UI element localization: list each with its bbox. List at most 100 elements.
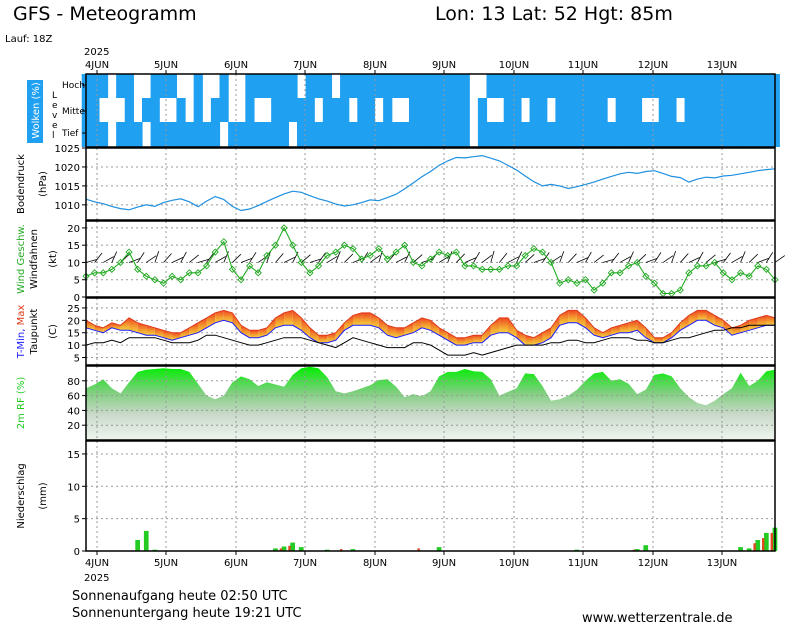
wind-barb [197, 258, 210, 263]
cloud-cell-hoch [288, 74, 298, 98]
wind-speed-point [564, 276, 572, 284]
temp-ytick-label-0: 5 [74, 354, 80, 365]
cloud-cell-tief [374, 122, 384, 147]
temp-ylabel2: Taupunkt [29, 309, 40, 356]
precip-conv-bar [340, 549, 343, 551]
wind-speed-point [719, 269, 727, 277]
wind-speed-point [547, 258, 555, 267]
cloud-cell-hoch [357, 74, 367, 98]
tmax-line [85, 309, 776, 339]
wind-barb [438, 255, 450, 263]
temp-band-segment [628, 320, 638, 333]
pressure-yunit: (hPa) [38, 171, 49, 197]
cloud-cell-mittel [434, 98, 445, 122]
cloud-cell-tief [736, 122, 746, 147]
x-tick-label-top-6: 10JUN [499, 60, 529, 71]
cloud-cell-tief [90, 122, 100, 147]
wind-speed-point [478, 265, 486, 274]
temp-band-segment [301, 317, 310, 338]
wind-ytick-label-4: 20 [67, 224, 80, 235]
temp-band-segment [766, 315, 775, 326]
cloud-cell-tief [279, 122, 289, 147]
cloud-cell-mittel [383, 98, 393, 122]
cloud-cell-tief [555, 122, 565, 147]
wind-barb [180, 251, 187, 263]
wind-speed-point [745, 272, 753, 280]
cloud-cell-tief [383, 122, 393, 147]
cloud-cell-mittel [271, 98, 281, 122]
cloud-cell-mittel [90, 98, 100, 122]
cloud-cell-tief [322, 122, 333, 147]
precip-conv-bar [288, 545, 291, 551]
temp-band-segment [568, 310, 577, 323]
wind-speed-point [297, 258, 305, 267]
cloud-cell-mittel [727, 98, 737, 122]
cloud-cell-tief [434, 122, 445, 147]
x-tick-label-top-3: 7JUN [293, 60, 317, 71]
wind-speed-point [237, 276, 245, 284]
cloud-level-letter-3: e [52, 121, 58, 131]
cloud-cell-mittel [719, 98, 729, 122]
temp-band-segment [551, 315, 560, 338]
temp-band-segment [663, 332, 672, 343]
site-url: www.wetterzentrale.de [582, 611, 732, 625]
cloud-cell-tief [744, 122, 755, 147]
run-label: Lauf: 18Z [5, 34, 52, 45]
wind-speed-point [177, 276, 185, 284]
cloud-cell-hoch [245, 74, 255, 98]
temp-frame [85, 297, 776, 366]
year-bottom: 2025 [84, 573, 109, 584]
precip-bar [755, 540, 761, 551]
cloud-cell-tief [185, 122, 195, 147]
cloud-cell-hoch [512, 74, 522, 98]
wind-speed-point [289, 241, 297, 249]
wind-speed-point [168, 272, 176, 280]
temp-band-segment [671, 322, 681, 338]
wind-barb [163, 253, 172, 263]
cloud-cell-tief [210, 122, 221, 147]
cloud-cell-tief [667, 122, 677, 147]
wind-barb [490, 250, 495, 263]
cloud-cell-hoch [460, 74, 470, 98]
cloud-cell-hoch [546, 74, 556, 98]
wind-speed-point [762, 265, 771, 274]
temp-band-segment [86, 320, 95, 331]
cloud-cell-tief [693, 122, 703, 147]
cloud-ylabel-bg [27, 80, 43, 143]
cloud-cell-tief [391, 122, 401, 147]
cloud-cell-mittel [736, 98, 746, 122]
wind-speed-point [685, 269, 693, 277]
cloud-cell-tief [167, 122, 178, 147]
temp-band-segment [154, 327, 164, 338]
wind-barb [576, 257, 589, 263]
pressure-ytick-label-2: 1020 [55, 163, 80, 174]
cloud-cell-tief [675, 122, 686, 147]
wind-barb [171, 257, 184, 263]
cloud-cell-hoch [607, 74, 617, 98]
wind-barb [464, 257, 477, 263]
cloud-cell-tief [538, 122, 548, 147]
cloud-cell-tief [228, 122, 238, 147]
wind-speed-point [366, 251, 374, 260]
cloud-cell-mittel [176, 98, 186, 122]
cloud-cell-tief [460, 122, 470, 147]
wind-speed-point [332, 248, 340, 256]
sunrise-text: Sonnenaufgang heute 02:50 UTC [72, 589, 288, 604]
wind-barb [206, 252, 215, 263]
cloud-cell-tief [331, 122, 341, 147]
cloud-cell-mittel [684, 98, 694, 122]
wind-barb [111, 251, 118, 263]
x-tick-label-bottom-2: 6JUN [224, 558, 248, 569]
cloud-cell-mittel [426, 98, 436, 122]
cloud-level-letter-0: L [52, 91, 57, 101]
cloud-cell-mittel [322, 98, 333, 122]
cloud-cell-tief [443, 122, 453, 147]
temp-band-segment [232, 312, 242, 333]
wind-speed-line [85, 226, 776, 295]
wind-barb [628, 251, 634, 263]
temp-band-segment [499, 317, 509, 333]
cloud-cell-hoch [340, 74, 350, 98]
wind-speed-point [349, 244, 357, 253]
cloud-cell-mittel [365, 98, 376, 122]
